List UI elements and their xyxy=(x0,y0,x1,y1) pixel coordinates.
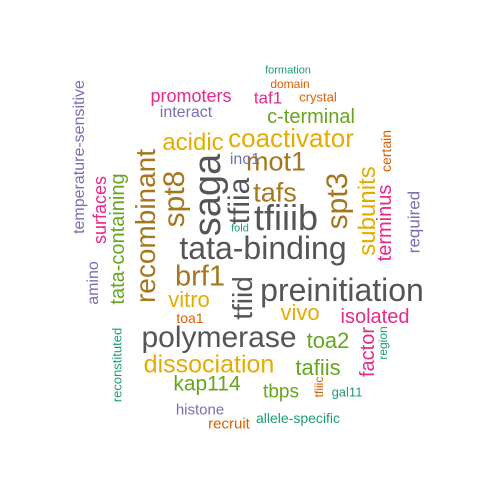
word-tfiia: tfiia xyxy=(223,177,256,225)
word-saga: saga xyxy=(187,153,229,237)
word-terminus: terminus xyxy=(374,184,396,262)
word-tafs: tafs xyxy=(253,177,297,208)
word-promoters: promoters xyxy=(150,86,232,106)
word-ino1: ino1 xyxy=(229,151,261,168)
word-brf1: brf1 xyxy=(175,260,225,293)
word-tfiiib: tfiiib xyxy=(253,197,319,238)
word-certain: certain xyxy=(378,129,394,173)
word-kap114: kap114 xyxy=(173,372,241,396)
word-crystal: crystal xyxy=(299,89,337,105)
word-recruit: recruit xyxy=(208,415,250,433)
word-amino: amino xyxy=(85,261,102,305)
word-taf1: taf1 xyxy=(253,88,283,108)
word-coactivator: coactivator xyxy=(228,123,354,153)
word-spt8: spt8 xyxy=(158,170,191,228)
word-tbps: tbps xyxy=(263,381,299,403)
word-interact: interact xyxy=(159,104,213,121)
word-preinitiation: preinitiation xyxy=(260,272,424,308)
word-polymerase: polymerase xyxy=(141,321,297,354)
word-vitro: vitro xyxy=(168,287,210,312)
word-region: region xyxy=(376,326,390,360)
word-c-terminal: c-terminal xyxy=(267,106,355,128)
word-isolated: isolated xyxy=(340,306,410,328)
word-formation: formation xyxy=(265,64,311,77)
word-toa2: toa2 xyxy=(306,328,350,353)
word-vivo: vivo xyxy=(280,300,320,325)
word-fold: fold xyxy=(231,222,249,235)
word-tata-binding: tata-binding xyxy=(179,230,347,266)
word-recombinant: recombinant xyxy=(130,148,161,304)
word-tfiiic: tfiiic xyxy=(312,376,326,398)
word-domain: domain xyxy=(270,77,310,91)
word-spt3: spt3 xyxy=(321,172,354,230)
word-acidic: acidic xyxy=(162,129,224,156)
word-factor: factor xyxy=(357,326,379,378)
word-histone: histone xyxy=(175,401,225,419)
word-allele-specific: allele-specific xyxy=(255,410,341,426)
word-dissociation: dissociation xyxy=(143,350,275,379)
word-temperature-sensitive: temperature-sensitive xyxy=(71,80,88,234)
word-mot1: mot1 xyxy=(245,146,307,177)
word-required: required xyxy=(404,190,424,254)
word-tafiis: tafiis xyxy=(295,355,341,380)
word-gal11: gal11 xyxy=(331,384,363,400)
word-tfiid: tfiid xyxy=(227,276,258,320)
word-tata-containing: tata-containing xyxy=(107,173,129,305)
word-toa1: toa1 xyxy=(176,310,204,326)
word-reconstituted: reconstituted xyxy=(109,327,125,403)
